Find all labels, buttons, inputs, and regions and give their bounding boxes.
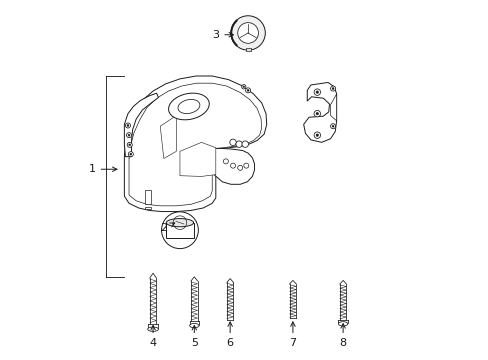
Text: 8: 8	[339, 324, 346, 348]
Polygon shape	[180, 142, 215, 176]
FancyBboxPatch shape	[144, 207, 150, 209]
FancyBboxPatch shape	[166, 223, 193, 238]
Circle shape	[331, 125, 333, 127]
Polygon shape	[124, 76, 266, 212]
Ellipse shape	[168, 93, 209, 120]
Ellipse shape	[166, 219, 193, 227]
Circle shape	[243, 86, 244, 87]
Circle shape	[125, 123, 130, 128]
Polygon shape	[303, 82, 336, 142]
Ellipse shape	[178, 99, 200, 113]
Text: 7: 7	[289, 322, 296, 348]
FancyBboxPatch shape	[144, 190, 151, 204]
Circle shape	[128, 134, 130, 136]
Ellipse shape	[147, 327, 158, 331]
Circle shape	[241, 85, 245, 89]
Circle shape	[242, 141, 248, 147]
Circle shape	[315, 112, 318, 115]
Circle shape	[129, 153, 132, 155]
Text: 5: 5	[190, 325, 197, 348]
Polygon shape	[245, 48, 250, 51]
Circle shape	[315, 91, 318, 94]
Text: 6: 6	[226, 322, 233, 348]
Circle shape	[313, 111, 320, 117]
Text: 4: 4	[149, 325, 156, 348]
Circle shape	[235, 141, 242, 147]
Circle shape	[330, 86, 335, 91]
Circle shape	[229, 139, 236, 145]
Circle shape	[128, 152, 133, 157]
Circle shape	[237, 23, 258, 43]
Circle shape	[230, 163, 235, 168]
Polygon shape	[124, 93, 158, 157]
Circle shape	[161, 212, 198, 249]
Polygon shape	[330, 94, 336, 121]
Circle shape	[127, 125, 129, 126]
Circle shape	[244, 163, 248, 168]
Ellipse shape	[338, 321, 347, 326]
Circle shape	[126, 133, 131, 138]
Text: 2: 2	[160, 223, 174, 233]
Circle shape	[245, 88, 250, 93]
Circle shape	[127, 142, 132, 147]
Circle shape	[330, 124, 335, 129]
Ellipse shape	[189, 323, 199, 328]
Text: 3: 3	[212, 30, 233, 40]
Polygon shape	[214, 148, 254, 184]
Circle shape	[315, 134, 318, 136]
Circle shape	[313, 132, 320, 138]
Circle shape	[331, 87, 333, 90]
Polygon shape	[160, 116, 176, 158]
Circle shape	[246, 89, 248, 91]
Circle shape	[230, 16, 265, 50]
Circle shape	[128, 144, 130, 146]
Text: 1: 1	[88, 164, 117, 174]
Circle shape	[223, 159, 228, 164]
Circle shape	[237, 165, 242, 170]
Circle shape	[313, 89, 320, 95]
